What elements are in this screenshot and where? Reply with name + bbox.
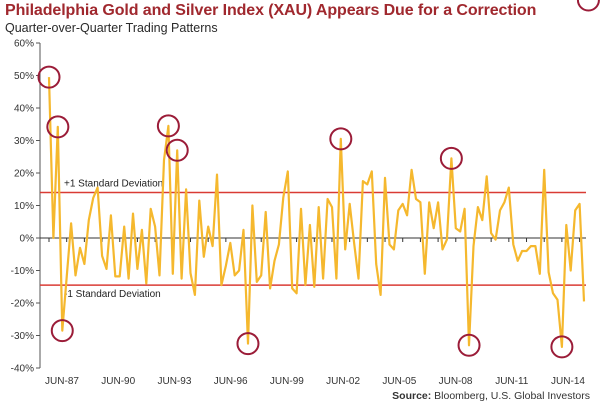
highlight-circle xyxy=(550,335,574,359)
std-dev-label: +1 Standard Deviation xyxy=(64,179,163,190)
y-tick-label: 50% xyxy=(14,71,34,82)
y-tick-label: 10% xyxy=(14,201,34,212)
chart-subtitle: Quarter-over-Quarter Trading Patterns xyxy=(5,21,218,35)
x-tick-label: JUN-11 xyxy=(495,376,529,387)
highlight-circle xyxy=(439,146,463,170)
x-tick-label: JUN-02 xyxy=(326,376,360,387)
y-tick-label: -40% xyxy=(11,364,34,375)
highlight-circle xyxy=(156,114,180,138)
source-label: Source: xyxy=(392,390,432,402)
y-tick-label: -10% xyxy=(11,266,34,277)
x-tick-label: JUN-96 xyxy=(214,376,248,387)
y-tick-label: -20% xyxy=(11,299,34,310)
y-tick-label: 20% xyxy=(14,169,34,180)
source-text: Bloomberg, U.S. Global Investors xyxy=(434,390,590,402)
highlight-circle xyxy=(236,332,260,356)
highlight-circle xyxy=(46,115,70,139)
y-tick-label: 40% xyxy=(14,104,34,115)
highlight-circle xyxy=(576,0,600,12)
x-tick-label: JUN-87 xyxy=(45,376,79,387)
y-tick-label: -30% xyxy=(11,331,34,342)
highlight-circle xyxy=(165,138,189,162)
highlight-circle xyxy=(457,333,481,357)
series-line xyxy=(47,77,586,348)
x-tick-label: JUN-05 xyxy=(382,376,416,387)
x-tick-label: JUN-93 xyxy=(157,376,191,387)
highlight-circle xyxy=(50,319,74,343)
std-dev-label: -1 Standard Deviation xyxy=(64,289,161,300)
source-note: Source: Bloomberg, U.S. Global Investors xyxy=(392,390,590,402)
highlight-circle xyxy=(329,127,353,151)
x-tick-label: JUN-99 xyxy=(270,376,304,387)
y-tick-label: 0% xyxy=(20,234,35,245)
y-tick-label: 60% xyxy=(14,39,34,50)
y-tick-label: 30% xyxy=(14,136,34,147)
highlight-circle xyxy=(37,65,61,89)
x-tick-label: JUN-90 xyxy=(101,376,135,387)
x-tick-label: JUN-14 xyxy=(551,376,585,387)
chart-title: Philadelphia Gold and Silver Index (XAU)… xyxy=(5,2,537,19)
x-tick-label: JUN-08 xyxy=(439,376,473,387)
